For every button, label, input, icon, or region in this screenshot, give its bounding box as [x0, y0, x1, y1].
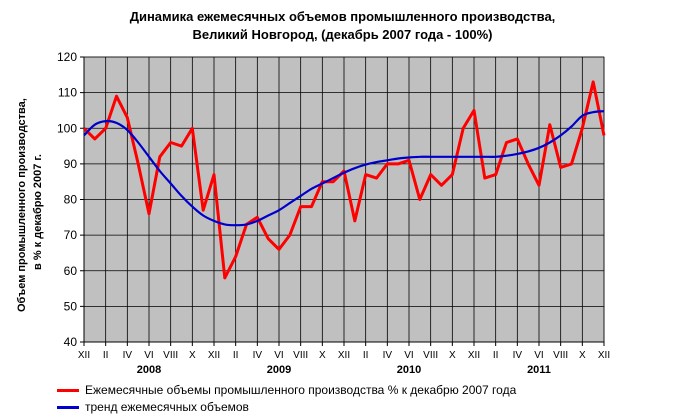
x-tick-label: X	[449, 350, 456, 361]
x-tick-label: XII	[78, 350, 90, 361]
x-tick-label: XII	[208, 350, 220, 361]
x-tick-label: IV	[123, 350, 133, 361]
x-tick-label: VI	[274, 350, 283, 361]
x-tick-label: VI	[144, 350, 153, 361]
series-line-trend	[83, 110, 605, 227]
x-tick-label: XII	[468, 350, 480, 361]
x-tick-label: II	[493, 350, 499, 361]
x-tick-label: VIII	[423, 350, 438, 361]
year-label: 2008	[137, 364, 161, 376]
y-tick-label: 60	[64, 264, 78, 278]
x-tick-label: X	[579, 350, 586, 361]
y-tick-label: 100	[57, 121, 77, 135]
x-tick-label: VI	[404, 350, 413, 361]
legend-item-trend: тренд ежемесячных объемов	[57, 400, 249, 414]
y-tick-label: 40	[64, 335, 78, 349]
x-tick-label: II	[233, 350, 239, 361]
y-tick-label: 70	[64, 228, 78, 242]
x-tick-label: II	[103, 350, 109, 361]
x-tick-label: XII	[338, 350, 350, 361]
chart-title-line-1: Динамика ежемесячных объемов промышленно…	[129, 9, 556, 24]
x-tick-label: X	[189, 350, 196, 361]
series-line-monthly	[82, 80, 606, 280]
year-label: 2010	[397, 364, 421, 376]
legend-swatch-monthly	[57, 388, 79, 392]
y-tick-label: 120	[57, 50, 77, 64]
y-tick-label: 80	[64, 193, 78, 207]
y-tick-label: 50	[64, 299, 78, 313]
x-tick-label: VIII	[163, 350, 178, 361]
x-tick-label: X	[319, 350, 326, 361]
x-tick-label: IV	[383, 350, 393, 361]
y-tick-label: 90	[64, 157, 78, 171]
x-tick-label: VIII	[553, 350, 568, 361]
legend-label-trend: тренд ежемесячных объемов	[85, 400, 249, 414]
legend-item-monthly: Ежемесячные объемы промышленного произво…	[57, 383, 516, 397]
chart-title-line-2: Великий Новгород, (декабрь 2007 года - 1…	[192, 27, 493, 42]
x-tick-label: XII	[598, 350, 610, 361]
year-label: 2011	[527, 364, 551, 376]
x-tick-label: IV	[253, 350, 263, 361]
x-tick-label: VI	[534, 350, 543, 361]
legend-label-monthly: Ежемесячные объемы промышленного произво…	[85, 383, 517, 397]
x-tick-label: IV	[513, 350, 523, 361]
legend-swatch-trend	[57, 405, 79, 409]
y-tick-label: 110	[58, 86, 77, 100]
year-label: 2009	[267, 364, 291, 376]
x-tick-label: II	[363, 350, 369, 361]
x-tick-label: VIII	[293, 350, 308, 361]
